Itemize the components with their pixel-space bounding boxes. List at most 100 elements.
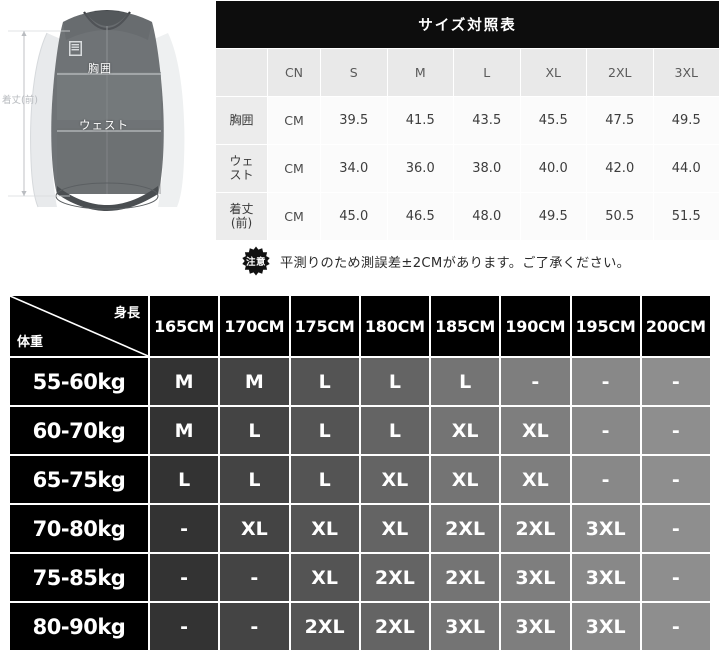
figure-label-front-length: 着丈(前) — [2, 95, 38, 106]
size-col-cn: CN — [267, 48, 321, 97]
size-row-label-waist: ウェ スト — [215, 144, 268, 193]
notice-text: 平測りのため測誤差±2CMがあります。ご了承ください。 — [280, 255, 631, 271]
fit-cell-5-2: 2XL — [290, 603, 359, 650]
table-row: 60-70kg M L L L XL XL - - — [10, 407, 710, 454]
fit-cell-2-3: XL — [360, 456, 429, 503]
table-row: 70-80kg - XL XL XL 2XL 2XL 3XL - — [10, 505, 710, 552]
fit-row-label-65-75: 65-75kg — [10, 456, 148, 503]
fit-cell-1-3: L — [360, 407, 429, 454]
fit-cell-5-0: - — [150, 603, 219, 650]
cell-waist-xl: 40.0 — [519, 144, 587, 193]
fit-cell-3-6: 3XL — [571, 505, 640, 552]
fit-cell-1-6: - — [571, 407, 640, 454]
fit-cell-3-5: 2XL — [501, 505, 570, 552]
fit-cell-5-4: 3XL — [431, 603, 500, 650]
fit-col-200: 200CM — [641, 296, 710, 356]
fit-cell-3-3: XL — [360, 505, 429, 552]
size-col-xl: XL — [519, 48, 587, 97]
size-comparison-table: サイズ対照表 CN S M L XL 2XL 3XL 胸囲 CM — [215, 0, 720, 241]
jersey-illustration-icon — [0, 0, 215, 232]
fit-cell-0-3: L — [360, 358, 429, 405]
fit-col-190: 190CM — [501, 296, 570, 356]
fit-weight-label: 体重 — [17, 335, 44, 350]
fit-cell-3-2: XL — [290, 505, 359, 552]
fit-cell-2-6: - — [571, 456, 640, 503]
fit-header-row: 身長 体重 165CM 170CM 175CM 180CM 185CM 190C… — [10, 296, 710, 356]
fit-col-175: 175CM — [290, 296, 359, 356]
fit-cell-3-1: XL — [220, 505, 289, 552]
fit-cell-1-5: XL — [501, 407, 570, 454]
fit-cell-3-7: - — [641, 505, 710, 552]
cell-length-2xl: 50.5 — [586, 192, 654, 241]
product-figure: 胸囲 ウェスト 着丈(前) — [0, 0, 215, 232]
fit-row-label-75-85: 75-85kg — [10, 554, 148, 601]
cell-length-s: 45.0 — [320, 192, 388, 241]
fit-col-195: 195CM — [571, 296, 640, 356]
cell-waist-3xl: 44.0 — [652, 144, 720, 193]
cell-chest-s: 39.5 — [320, 96, 388, 145]
fit-cell-4-3: 2XL — [360, 554, 429, 601]
size-col-s: S — [320, 48, 388, 97]
size-row-label-chest: 胸囲 — [215, 96, 268, 145]
size-col-2xl: 2XL — [586, 48, 654, 97]
fit-cell-4-0: - — [150, 554, 219, 601]
fit-cell-4-4: 2XL — [431, 554, 500, 601]
fit-cell-2-4: XL — [431, 456, 500, 503]
fit-col-180: 180CM — [360, 296, 429, 356]
cell-waist-s: 34.0 — [320, 144, 388, 193]
table-row: 65-75kg L L L XL XL XL - - — [10, 456, 710, 503]
table-row: 着丈 (前) CM 45.0 46.5 48.0 49.5 50.5 51.5 — [215, 192, 720, 241]
table-row: ウェ スト CM 34.0 36.0 38.0 40.0 42.0 44.0 — [215, 144, 720, 193]
fit-cell-1-4: XL — [431, 407, 500, 454]
fit-col-170: 170CM — [220, 296, 289, 356]
fit-cell-0-7: - — [641, 358, 710, 405]
fit-cell-4-2: XL — [290, 554, 359, 601]
fit-cell-2-0: L — [150, 456, 219, 503]
size-col-3xl: 3XL — [652, 48, 720, 97]
cell-length-3xl: 51.5 — [652, 192, 720, 241]
table-row: 胸囲 CM 39.5 41.5 43.5 45.5 47.5 49.5 — [215, 96, 720, 145]
fit-row-label-60-70: 60-70kg — [10, 407, 148, 454]
measurement-notice: 注意 平測りのため測誤差±2CMがあります。ご了承ください。 — [215, 238, 720, 284]
cell-chest-xl: 45.5 — [519, 96, 587, 145]
cell-waist-l: 38.0 — [453, 144, 521, 193]
fit-col-165: 165CM — [150, 296, 219, 356]
fit-cell-0-2: L — [290, 358, 359, 405]
figure-label-chest: 胸囲 — [88, 62, 112, 75]
size-row-unit-length: CM — [267, 192, 321, 241]
fit-cell-0-4: L — [431, 358, 500, 405]
warning-badge-icon: 注意 — [241, 246, 271, 276]
fit-cell-4-5: 3XL — [501, 554, 570, 601]
fit-cell-2-2: L — [290, 456, 359, 503]
fit-col-185: 185CM — [431, 296, 500, 356]
fit-cell-5-7: - — [641, 603, 710, 650]
height-weight-fit-table: 身長 体重 165CM 170CM 175CM 180CM 185CM 190C… — [8, 294, 712, 652]
fit-cell-5-6: 3XL — [571, 603, 640, 650]
fit-cell-2-5: XL — [501, 456, 570, 503]
cell-length-m: 46.5 — [386, 192, 454, 241]
fit-row-label-70-80: 70-80kg — [10, 505, 148, 552]
fit-cell-5-1: - — [220, 603, 289, 650]
fit-cell-5-5: 3XL — [501, 603, 570, 650]
cell-chest-m: 41.5 — [386, 96, 454, 145]
fit-cell-3-4: 2XL — [431, 505, 500, 552]
warning-badge-label: 注意 — [245, 257, 266, 268]
size-table-title-row: サイズ対照表 — [215, 0, 720, 49]
fit-cell-5-3: 2XL — [360, 603, 429, 650]
size-table-container: サイズ対照表 CN S M L XL 2XL 3XL 胸囲 CM — [215, 0, 720, 241]
fit-cell-4-6: 3XL — [571, 554, 640, 601]
cell-chest-3xl: 49.5 — [652, 96, 720, 145]
cell-length-xl: 49.5 — [519, 192, 587, 241]
fit-cell-1-7: - — [641, 407, 710, 454]
fit-cell-1-2: L — [290, 407, 359, 454]
fit-row-label-80-90: 80-90kg — [10, 603, 148, 650]
fit-cell-1-1: L — [220, 407, 289, 454]
cell-chest-2xl: 47.5 — [586, 96, 654, 145]
cell-length-l: 48.0 — [453, 192, 521, 241]
fit-cell-2-1: L — [220, 456, 289, 503]
fit-cell-0-6: - — [571, 358, 640, 405]
fit-cell-4-1: - — [220, 554, 289, 601]
table-row: 55-60kg M M L L L - - - — [10, 358, 710, 405]
fit-corner-cell: 身長 体重 — [10, 296, 148, 356]
